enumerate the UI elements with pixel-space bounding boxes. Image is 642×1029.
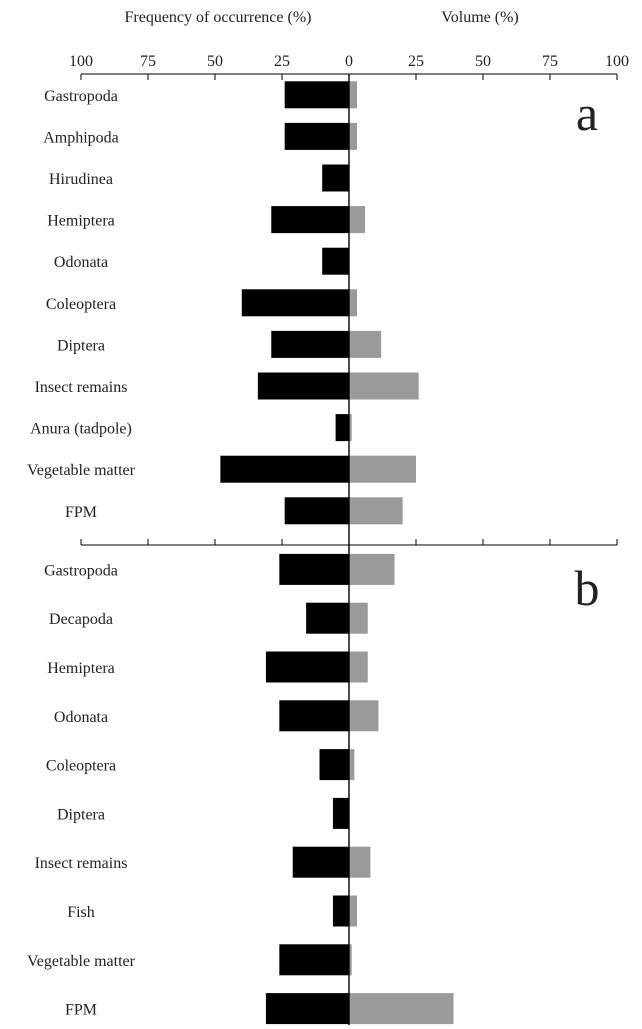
panels: a Gastropoda Amphipoda Hirudinea Hemiptera Od… [27,81,618,1025]
frequency-bar [322,247,349,275]
volume-bar [349,122,358,150]
category-label: Vegetable matter [27,462,136,479]
frequency-bar [319,749,349,781]
volume-bar [349,206,366,234]
volume-bar [349,993,454,1025]
volume-bar [349,455,416,483]
category-label: Diptera [57,337,105,354]
category-label: Amphipoda [43,129,119,146]
frequency-bar [241,289,349,317]
volume-bar [349,895,358,927]
panel-label: a [576,85,598,141]
volume-bar [349,497,403,525]
volume-bar [349,602,368,634]
tick-label: 100 [69,53,93,70]
category-label: FPM [65,1002,97,1019]
category-label: Gastropoda [44,88,118,105]
category-label: Coleoptera [46,758,116,775]
header-frequency: Frequency of occurrence (%) [124,9,311,26]
category-label: Coleoptera [46,296,116,313]
category-label: Insect remains [35,855,128,872]
frequency-bar [279,553,349,585]
volume-bar [349,81,358,109]
frequency-bar [284,497,349,525]
volume-bar [349,846,371,878]
category-label: Odonata [54,254,108,271]
volume-bar [349,651,368,683]
panel-a: a Gastropoda Amphipoda Hirudinea Hemiptera Od… [27,81,618,546]
category-label: Odonata [54,709,108,726]
frequency-bar [292,846,349,878]
tick-label: 50 [475,53,491,70]
category-label: Hirudinea [49,171,113,188]
volume-bar [349,700,379,732]
panel-b: b Gastropoda Decapoda Hemiptera Odonata Coleo… [27,553,600,1025]
frequency-bar [257,372,349,400]
volume-bar [349,944,352,976]
frequency-bar [271,330,349,358]
tick-label: 75 [542,53,558,70]
frequency-bar [335,414,349,442]
volume-bar [349,330,382,358]
volume-bar [349,749,355,781]
category-label: Vegetable matter [27,953,136,970]
category-label: Hemiptera [47,213,115,230]
tick-label: 50 [207,53,223,70]
frequency-bar [279,944,349,976]
volume-bar [349,372,419,400]
frequency-bar [306,602,349,634]
frequency-bar [284,122,349,150]
category-label: FPM [65,504,97,521]
category-label: Anura (tadpole) [30,421,132,438]
tick-label: 75 [140,53,156,70]
header-volume: Volume (%) [441,9,518,26]
frequency-bar [284,81,349,109]
frequency-bar [332,895,349,927]
panel-label: b [575,560,600,616]
tick-label: 25 [408,53,424,70]
frequency-bar [265,993,349,1025]
category-label: Diptera [57,806,105,823]
category-label: Decapoda [49,611,113,628]
category-label: Insect remains [35,379,128,396]
volume-bar [349,289,358,317]
frequency-bar [265,651,349,683]
frequency-bar [279,700,349,732]
frequency-bar [322,164,349,192]
volume-bar [349,553,395,585]
frequency-bar [332,797,349,829]
category-label: Fish [67,904,95,921]
volume-bar [349,414,352,442]
tick-label: 25 [274,53,290,70]
tick-label: 100 [605,53,629,70]
tick-label: 0 [345,53,353,70]
category-label: Gastropoda [44,562,118,579]
frequency-bar [271,206,349,234]
category-label: Hemiptera [47,660,115,677]
frequency-bar [220,455,349,483]
